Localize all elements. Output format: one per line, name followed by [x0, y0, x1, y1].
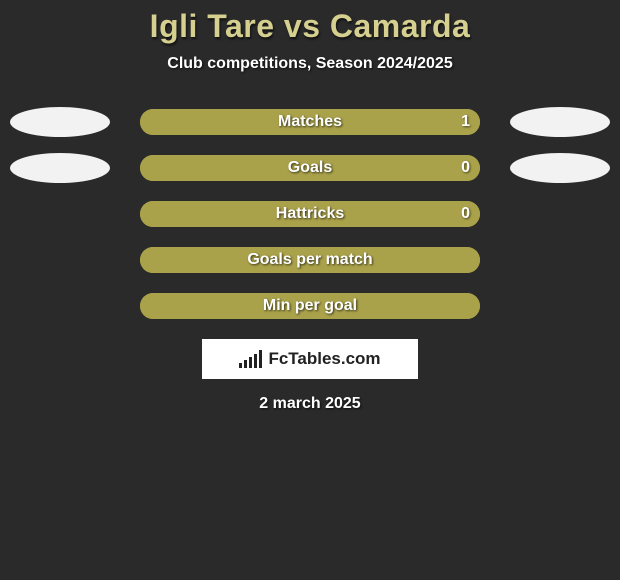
source-logo: FcTables.com	[202, 339, 418, 379]
player-badge-left	[10, 107, 110, 137]
stat-bar-right-fill	[310, 155, 480, 181]
stat-bar: Matches 1	[140, 109, 480, 135]
stat-bar: Goals per match	[140, 247, 480, 273]
stat-row: Min per goal	[10, 293, 610, 319]
stats-area: Matches 1 Goals 0 Hattricks 0 Goals per match M…	[10, 109, 610, 319]
logo-bars-icon	[239, 350, 262, 368]
stat-value-right: 0	[461, 205, 470, 223]
stat-label: Goals	[288, 159, 332, 177]
stat-label: Hattricks	[276, 205, 344, 223]
logo-text: FcTables.com	[268, 349, 380, 369]
stat-bar-left-fill	[140, 155, 310, 181]
stat-label: Goals per match	[247, 251, 372, 269]
page-title: Igli Tare vs Camarda	[0, 0, 620, 45]
stat-bar: Goals 0	[140, 155, 480, 181]
stat-row: Goals 0	[10, 155, 610, 181]
stat-label: Min per goal	[263, 297, 357, 315]
player-badge-left	[10, 153, 110, 183]
player-badge-right	[510, 107, 610, 137]
player-badge-right	[510, 153, 610, 183]
stat-bar: Hattricks 0	[140, 201, 480, 227]
stat-value-right: 1	[461, 113, 470, 131]
comparison-chart: Igli Tare vs Camarda Club competitions, …	[0, 0, 620, 580]
stat-value-right: 0	[461, 159, 470, 177]
stat-label: Matches	[278, 113, 342, 131]
subtitle: Club competitions, Season 2024/2025	[0, 55, 620, 73]
stat-bar: Min per goal	[140, 293, 480, 319]
stat-row: Hattricks 0	[10, 201, 610, 227]
stat-row: Matches 1	[10, 109, 610, 135]
date-label: 2 march 2025	[0, 395, 620, 413]
stat-row: Goals per match	[10, 247, 610, 273]
